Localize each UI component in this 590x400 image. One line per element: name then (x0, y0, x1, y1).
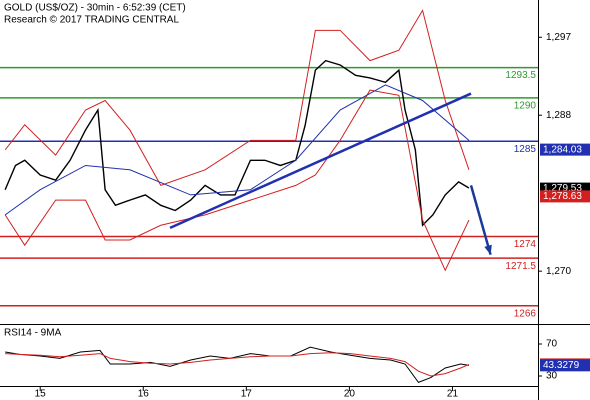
series-line (4, 59, 470, 227)
y-tick-label: 1,297 (546, 32, 571, 43)
price-tag (540, 143, 590, 156)
arrow-head (484, 244, 492, 255)
chart-subtitle: Research © 2017 TRADING CENTRAL (4, 15, 179, 26)
rsi-title: RSI14 - 9MA (4, 328, 62, 339)
x-tick-label: 16 (138, 389, 150, 400)
price-tag-label: 43.3279 (543, 360, 580, 371)
x-tick-label: 20 (344, 389, 356, 400)
x-tick-label: 17 (241, 389, 253, 400)
price-tag-label: 1,279.53 (543, 183, 582, 194)
level-label: 1293.5 (505, 70, 536, 81)
chart-title: GOLD (US$/OZ) - 30min - 6:52:39 (CET) (4, 3, 186, 14)
series-line (4, 89, 470, 272)
series-line (5, 346, 470, 384)
trend-line (169, 92, 472, 229)
series-line (4, 9, 470, 187)
price-tag (540, 359, 590, 372)
price-tag-label: 1,284.03 (543, 144, 582, 155)
level-label: 1271.5 (505, 261, 536, 272)
level-label: 1290 (514, 101, 537, 112)
series-line (4, 84, 470, 216)
price-tag (540, 190, 590, 203)
y-tick-label: 1,270 (546, 266, 571, 277)
level-label: 1274 (514, 239, 537, 250)
x-tick-label: 21 (447, 389, 459, 400)
price-tag-label: 1,278.63 (543, 191, 582, 202)
y-tick-label: 1,288 (546, 110, 571, 121)
series-line (5, 352, 470, 377)
level-label: 1285 (514, 144, 537, 155)
y-tick-label: 70 (546, 339, 558, 350)
y-tick-label: 30 (546, 371, 558, 382)
x-tick-label: 15 (35, 389, 47, 400)
level-label: 1266 (514, 308, 537, 319)
trend-line (469, 185, 492, 256)
